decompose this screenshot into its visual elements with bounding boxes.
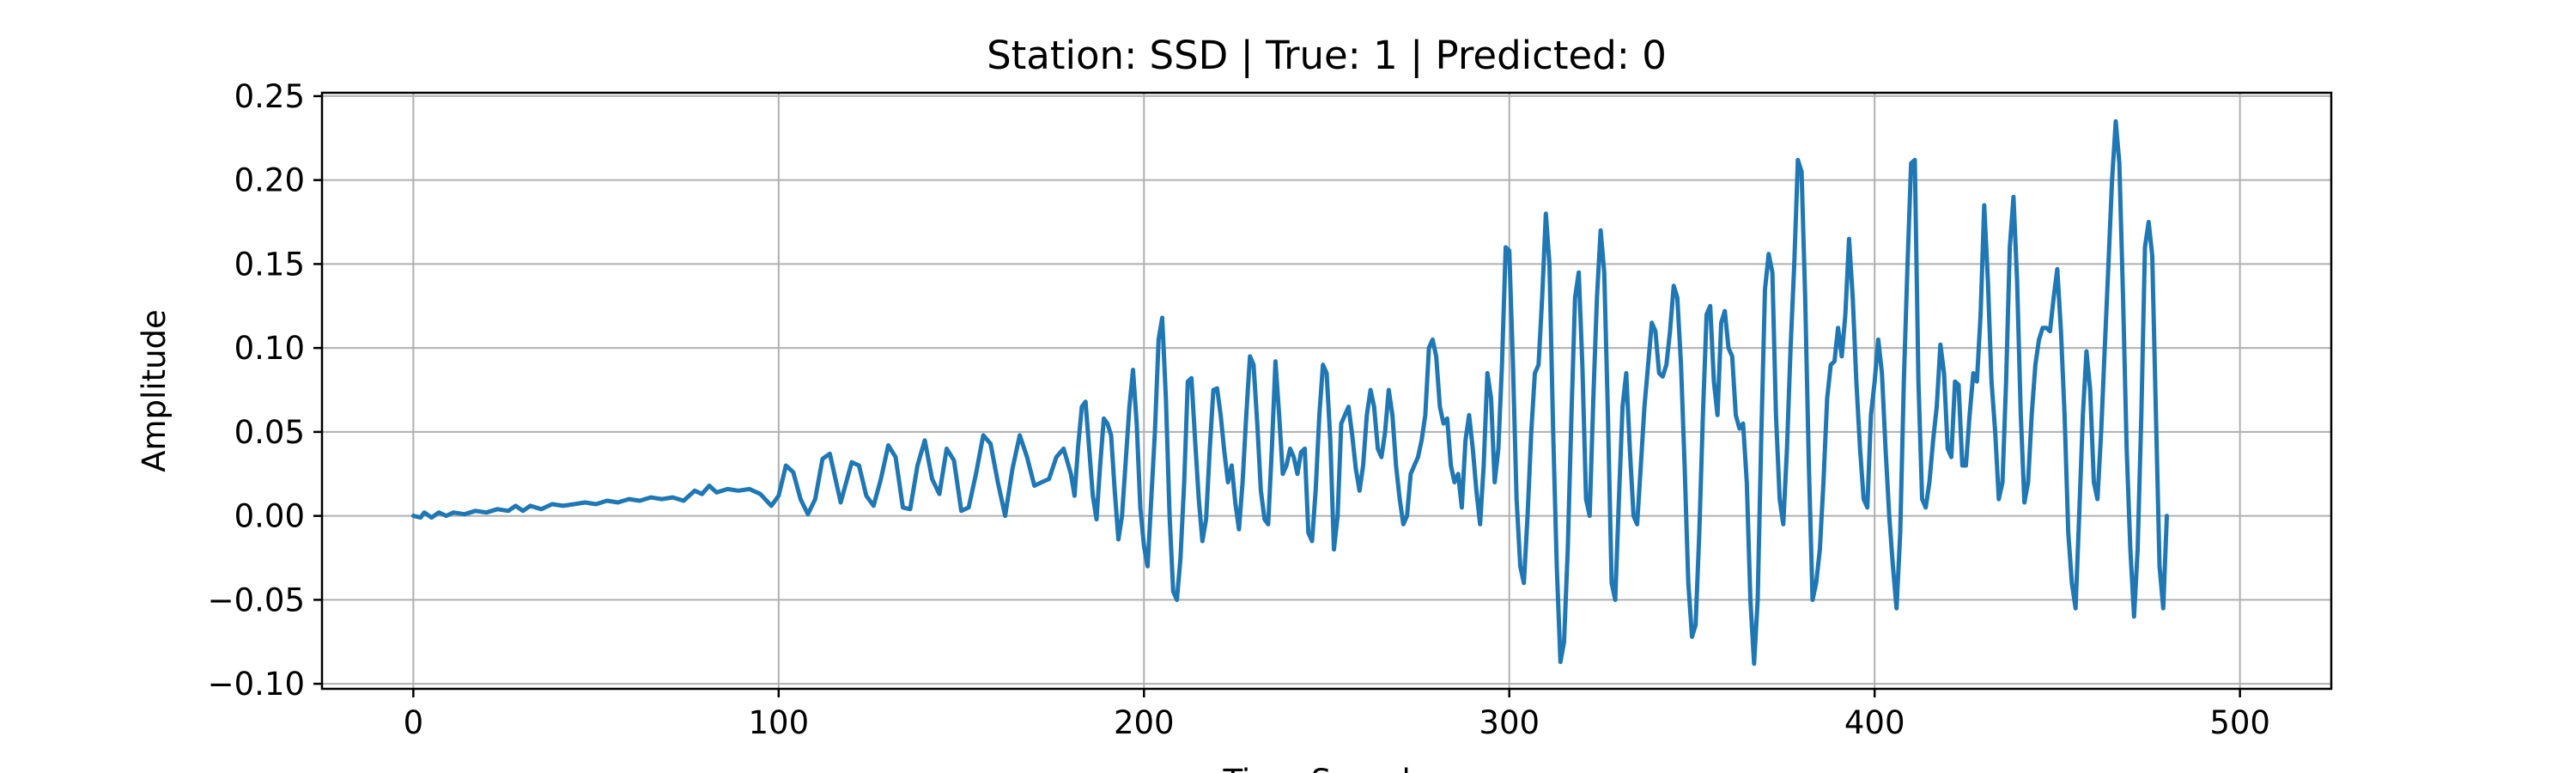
y-tick-label: 0.10 [234, 330, 305, 367]
data-series-line [410, 119, 2169, 666]
x-tick-label: 200 [1114, 704, 1175, 741]
y-tick-label: 0.15 [234, 246, 305, 283]
x-tick-label: 500 [2209, 704, 2270, 741]
x-tick-label: 300 [1479, 704, 1540, 741]
y-tick-label: 0.25 [234, 78, 305, 115]
y-axis: −0.10 −0.05 0.00 0.05 0.10 0.15 0.20 0.25 [208, 78, 322, 703]
x-axis: 0 100 200 300 400 500 [404, 689, 2270, 741]
x-axis-label: Time Sample [1222, 763, 1430, 773]
y-tick-label: 0.05 [234, 414, 305, 451]
plot-area [320, 91, 2333, 691]
x-tick-label: 100 [749, 704, 810, 741]
y-gridlines [322, 94, 2331, 685]
y-tick-label: −0.10 [208, 666, 305, 703]
chart-title: Station: SSD | True: 1 | Predicted: 0 [987, 33, 1667, 78]
y-tick-label: 0.00 [234, 498, 305, 535]
axes-frame [320, 91, 2333, 691]
x-tick-label: 400 [1844, 704, 1905, 741]
x-gridlines [412, 93, 2241, 689]
y-tick-label: 0.20 [234, 162, 305, 199]
y-tick-label: −0.05 [208, 581, 305, 618]
x-tick-label: 0 [404, 704, 424, 741]
y-axis-label: Amplitude [136, 309, 173, 472]
